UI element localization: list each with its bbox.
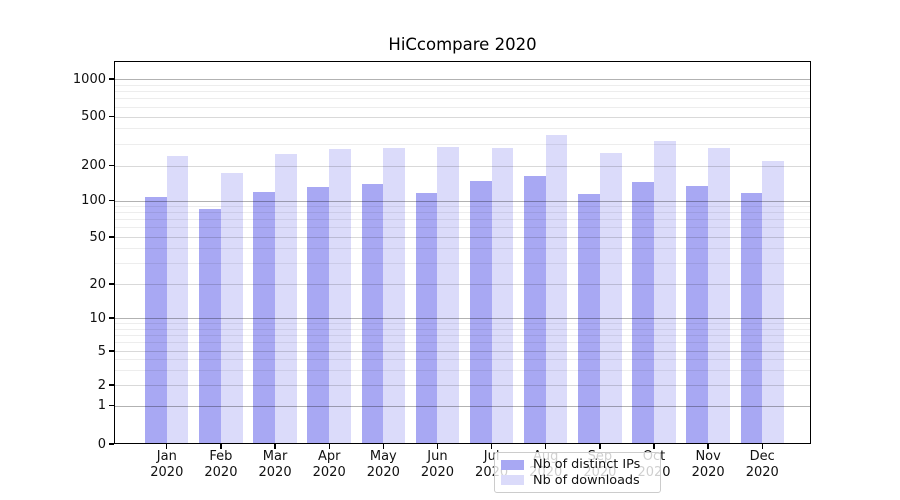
y-tick-mark-10 <box>109 317 114 319</box>
y-tick-mark-100 <box>109 199 114 202</box>
x-tick-label-jan: Jan 2020 <box>150 449 184 480</box>
bar-feb-distinct-ips <box>199 209 221 444</box>
x-tick-mark-oct <box>653 444 655 449</box>
y-tick-label-1000: 1000 <box>72 71 106 87</box>
y-tick-label-2: 2 <box>97 377 106 393</box>
bar-may-downloads <box>383 147 406 444</box>
bar-jul-downloads <box>491 148 514 444</box>
legend-swatch-downloads <box>501 475 524 486</box>
plot-area: Nb of distinct IPs Nb of downloads <box>114 61 811 493</box>
x-tick-mark-nov <box>707 444 709 449</box>
y-tick-label-200: 200 <box>81 158 106 173</box>
x-tick-mark-jun <box>436 444 439 449</box>
bar-sep-distinct-ips <box>578 194 600 444</box>
bar-apr-downloads <box>329 149 351 444</box>
bar-mar-downloads <box>275 154 297 444</box>
legend-row-distinct-ips: Nb of distinct IPs <box>501 457 652 472</box>
bar-feb-downloads <box>220 173 243 444</box>
y-tick-mark-500 <box>109 115 114 118</box>
y-tick-label-10: 10 <box>89 310 106 326</box>
x-tick-label-apr: Apr 2020 <box>312 449 346 480</box>
x-tick-mark-dec <box>761 444 763 449</box>
bar-oct-distinct-ips <box>632 182 654 444</box>
y-tick-label-1: 1 <box>97 398 106 413</box>
y-tick-mark-20 <box>109 283 114 285</box>
x-tick-label-feb: Feb 2020 <box>204 449 238 480</box>
bar-oct-downloads <box>653 141 676 444</box>
bars-layer <box>114 61 811 444</box>
x-tick-label-may: May 2020 <box>366 449 400 480</box>
y-tick-mark-200 <box>109 164 114 167</box>
y-tick-mark-50 <box>109 236 114 238</box>
y-tick-mark-1000 <box>109 78 114 80</box>
legend-row-downloads: Nb of downloads <box>501 473 652 488</box>
y-tick-mark-5 <box>109 350 114 352</box>
bar-mar-distinct-ips <box>253 192 276 444</box>
chart-title: HiCcompare 2020 <box>388 35 537 54</box>
bar-dec-downloads <box>762 160 784 444</box>
bar-aug-downloads <box>545 135 568 444</box>
legend-swatch-distinct-ips <box>501 459 524 470</box>
legend: Nb of distinct IPs Nb of downloads <box>494 452 661 493</box>
bar-dec-distinct-ips <box>740 193 763 444</box>
bar-may-distinct-ips <box>361 183 384 444</box>
x-tick-label-dec: Dec 2020 <box>745 449 779 480</box>
bar-apr-distinct-ips <box>307 186 330 444</box>
x-tick-mark-aug <box>545 444 547 449</box>
x-tick-mark-mar <box>274 444 276 449</box>
x-tick-label-mar: Mar 2020 <box>258 449 292 480</box>
legend-label-downloads: Nb of downloads <box>533 472 640 488</box>
bar-nov-downloads <box>708 148 730 444</box>
y-tick-label-20: 20 <box>89 276 106 292</box>
bar-jan-distinct-ips <box>145 196 167 444</box>
x-tick-mark-sep <box>599 444 601 449</box>
y-tick-label-0: 0 <box>97 436 106 452</box>
x-tick-mark-jan <box>166 444 168 449</box>
x-tick-mark-may <box>382 444 384 449</box>
x-tick-label-jun: Jun 2020 <box>420 449 454 480</box>
bar-jun-distinct-ips <box>415 193 438 444</box>
x-tick-mark-jul <box>490 444 493 449</box>
bar-jan-downloads <box>166 155 189 444</box>
legend-label-distinct-ips: Nb of distinct IPs <box>533 457 641 473</box>
x-tick-label-nov: Nov 2020 <box>691 449 725 480</box>
x-tick-mark-apr <box>328 444 330 449</box>
y-tick-label-5: 5 <box>97 343 106 359</box>
bar-nov-distinct-ips <box>686 185 709 444</box>
y-tick-label-50: 50 <box>89 229 106 245</box>
y-tick-mark-0 <box>109 443 114 445</box>
bar-aug-distinct-ips <box>524 176 546 444</box>
x-tick-mark-feb <box>220 444 222 449</box>
bar-jul-distinct-ips <box>469 180 492 444</box>
y-tick-label-100: 100 <box>81 193 106 208</box>
y-tick-mark-1 <box>109 404 114 407</box>
bar-jun-downloads <box>437 146 460 444</box>
y-tick-mark-2 <box>109 384 114 386</box>
y-tick-label-500: 500 <box>81 109 106 124</box>
bar-sep-downloads <box>599 152 622 444</box>
